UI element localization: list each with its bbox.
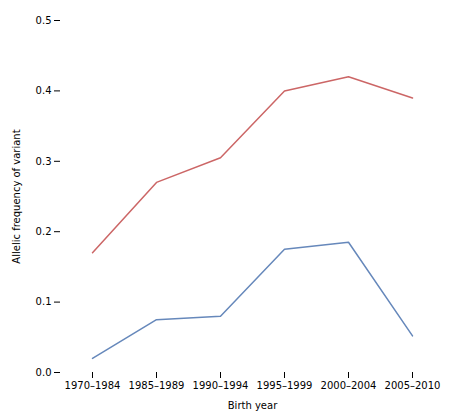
svg-text:0.0: 0.0 (36, 367, 52, 378)
svg-text:1985–1989: 1985–1989 (129, 380, 185, 391)
svg-text:Birth year: Birth year (228, 400, 278, 411)
svg-text:2000–2004: 2000–2004 (321, 380, 377, 391)
svg-text:2005–2010: 2005–2010 (385, 380, 441, 391)
svg-text:0.3: 0.3 (36, 156, 52, 167)
svg-text:1990–1994: 1990–1994 (193, 380, 249, 391)
svg-text:Allelic frequency of variant: Allelic frequency of variant (11, 129, 22, 263)
svg-text:1995–1999: 1995–1999 (257, 380, 313, 391)
svg-text:0.1: 0.1 (36, 296, 52, 307)
svg-text:0.4: 0.4 (36, 85, 52, 96)
svg-text:1970–1984: 1970–1984 (65, 380, 121, 391)
svg-text:0.5: 0.5 (36, 15, 52, 26)
svg-text:0.2: 0.2 (36, 226, 52, 237)
